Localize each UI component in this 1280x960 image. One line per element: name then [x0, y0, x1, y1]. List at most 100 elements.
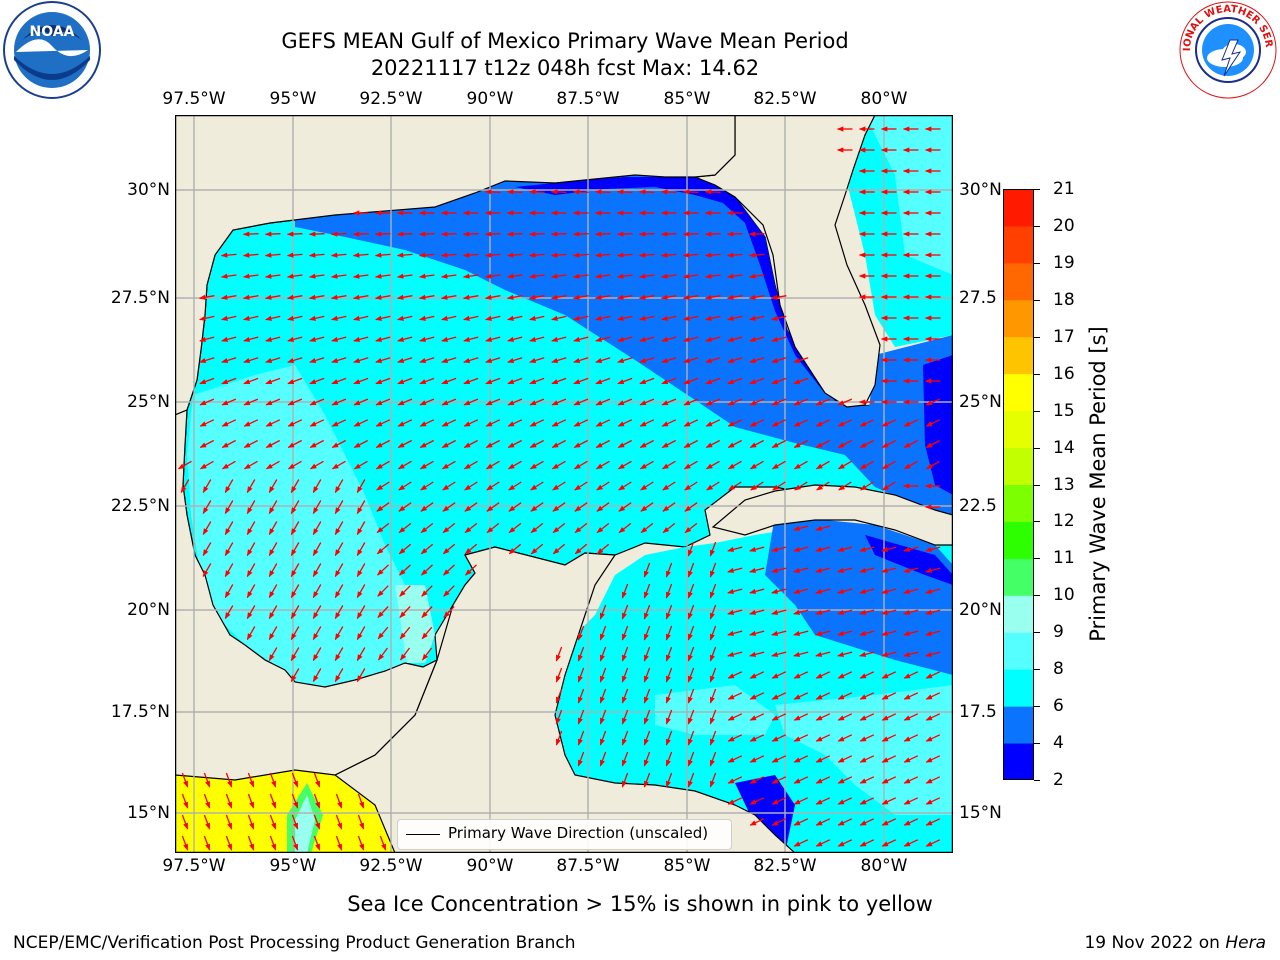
wave-arrow [771, 671, 787, 679]
wave-arrow [665, 667, 673, 683]
wave-arrow [816, 481, 830, 491]
colorbar-segment [1003, 484, 1034, 522]
lon-label-top: 85°W [663, 89, 711, 109]
legend-label: Primary Wave Direction (unscaled) [448, 824, 709, 842]
wave-arrow [815, 755, 831, 763]
wave-arrow [727, 734, 743, 742]
colorbar-segment [1003, 595, 1034, 633]
wave-arrow [246, 605, 256, 620]
wave-arrow [357, 835, 365, 851]
wave-arrow [574, 481, 588, 491]
wave-arrow [705, 460, 720, 470]
wave-arrow [530, 543, 544, 555]
wave-arrow [313, 772, 321, 788]
wave-arrow [577, 688, 585, 704]
wave-arrow [374, 252, 391, 258]
wave-arrow [356, 626, 366, 641]
wave-arrow [706, 481, 720, 491]
wave-arrow [749, 398, 765, 406]
wave-arrow [661, 439, 677, 449]
wave-arrow [771, 797, 787, 805]
map-legend: Primary Wave Direction (unscaled) [397, 819, 732, 850]
wave-arrow [529, 460, 544, 470]
wave-arrow [418, 273, 435, 279]
wave-arrow [599, 688, 607, 704]
wave-arrow [903, 797, 919, 805]
wave-arrow [859, 651, 875, 657]
wave-arrow [709, 667, 717, 683]
wave-arrow [925, 609, 941, 615]
wave-arrow [291, 835, 299, 851]
wave-arrow [683, 398, 699, 406]
wave-arrow [661, 398, 677, 406]
wave-arrow [771, 713, 787, 721]
wave-arrow [661, 377, 677, 385]
lon-label-top: 80°W [860, 89, 908, 109]
wave-arrow [265, 398, 281, 406]
wave-arrow [420, 543, 434, 555]
wave-arrow [881, 651, 897, 657]
wave-arrow [375, 377, 391, 385]
wave-arrow [837, 797, 853, 805]
wave-arrow [463, 419, 479, 427]
wave-arrow [709, 562, 717, 578]
wave-arrow [639, 336, 655, 342]
wave-arrow [287, 315, 303, 321]
wave-arrow [268, 605, 278, 620]
wave-arrow [312, 542, 322, 557]
wave-arrow [621, 751, 629, 767]
wave-arrow [290, 668, 300, 683]
wave-arrow [247, 814, 255, 830]
wave-arrow [594, 231, 611, 237]
colorbar-segment [1003, 336, 1034, 375]
wave-arrow [485, 419, 501, 427]
wave-arrow [313, 793, 321, 809]
wave-arrow [925, 818, 941, 826]
wave-arrow [312, 521, 322, 536]
wave-arrow [419, 419, 435, 427]
wave-arrow [441, 336, 457, 342]
wave-arrow [643, 646, 651, 662]
lat-label-left: 20°N [127, 600, 170, 620]
wave-arrow [243, 439, 259, 449]
wave-arrow [815, 439, 831, 449]
wave-arrow [704, 252, 721, 258]
wave-arrow [265, 439, 281, 449]
wave-arrow [771, 755, 787, 763]
wave-arrow [639, 315, 655, 321]
wave-arrow [199, 439, 215, 449]
wave-arrow [638, 252, 655, 258]
wave-arrow [793, 797, 809, 805]
wave-arrow [225, 793, 233, 809]
wave-arrow [727, 797, 743, 805]
wave-arrow [177, 460, 192, 470]
wave-arrow [639, 439, 655, 449]
wave-arrow [203, 814, 211, 830]
wave-arrow [726, 294, 743, 300]
wave-arrow [572, 294, 589, 300]
colorbar-segment [1003, 373, 1034, 412]
lat-label-left: 30°N [127, 180, 170, 200]
lon-label-top: 97.5°W [162, 89, 226, 109]
wave-arrow [555, 667, 563, 683]
wave-arrow [662, 522, 676, 534]
wave-arrow [599, 730, 607, 746]
wave-direction-arrows [177, 126, 941, 851]
wave-arrow [682, 273, 699, 279]
wave-arrow [551, 398, 567, 406]
wave-arrow [421, 606, 433, 618]
wave-arrow [312, 479, 322, 494]
colorbar-segment [1003, 669, 1034, 707]
wave-arrow [309, 439, 325, 449]
wave-arrow [265, 357, 281, 363]
wave-arrow [727, 651, 743, 657]
wave-arrow [507, 315, 523, 321]
wave-arrow [551, 377, 567, 385]
wave-arrow [709, 709, 717, 725]
colorbar-segment [1003, 447, 1034, 485]
colorbar-tick [1034, 336, 1040, 338]
wave-arrow [224, 479, 234, 494]
wave-arrow [396, 252, 413, 258]
wave-arrow [837, 630, 853, 636]
wave-arrow [903, 671, 919, 679]
